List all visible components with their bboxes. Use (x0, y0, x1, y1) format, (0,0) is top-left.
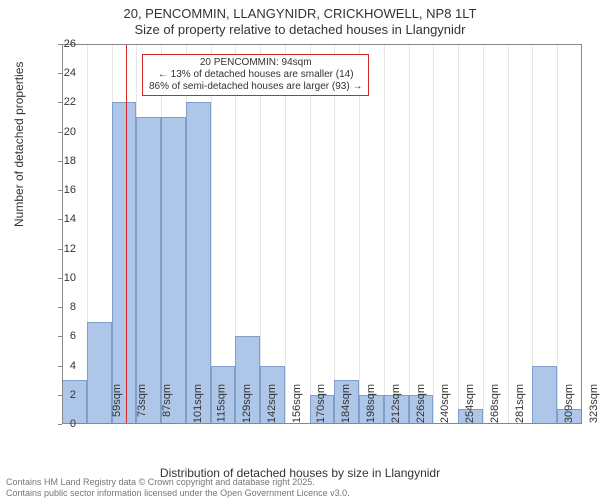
gridline (359, 44, 360, 424)
y-tick-label: 12 (46, 243, 76, 255)
gridline (384, 44, 385, 424)
y-tick-label: 18 (46, 155, 76, 167)
x-tick-label: 323sqm (588, 384, 600, 423)
y-tick-label: 6 (46, 330, 76, 342)
histogram-bar (532, 366, 557, 424)
x-tick-label: 73sqm (136, 384, 148, 417)
y-tick-label: 16 (46, 184, 76, 196)
annotation-line3: 86% of semi-detached houses are larger (… (149, 81, 362, 93)
x-tick-label: 212sqm (390, 384, 402, 423)
x-tick-label: 142sqm (266, 384, 278, 423)
footer-attribution: Contains HM Land Registry data © Crown c… (6, 477, 350, 498)
x-tick-label: 59sqm (111, 384, 123, 417)
x-tick-label: 268sqm (489, 384, 501, 423)
annotation-line1: 20 PENCOMMIN: 94sqm (149, 57, 362, 69)
x-tick-label: 115sqm (216, 384, 228, 422)
x-tick-label: 101sqm (192, 384, 204, 423)
gridline (458, 44, 459, 424)
gridline (508, 44, 509, 424)
y-tick-label: 26 (46, 38, 76, 50)
gridline (285, 44, 286, 424)
footer-line2: Contains public sector information licen… (6, 488, 350, 498)
annotation-line2: ← 13% of detached houses are smaller (14… (149, 69, 362, 81)
gridline (483, 44, 484, 424)
x-tick-label: 184sqm (340, 384, 352, 423)
x-tick-label: 254sqm (464, 384, 476, 423)
y-tick-label: 22 (46, 96, 76, 108)
footer-line1: Contains HM Land Registry data © Crown c… (6, 477, 350, 487)
y-axis-label: Number of detached properties (12, 62, 26, 227)
y-tick-label: 10 (46, 272, 76, 284)
y-tick-label: 0 (46, 418, 76, 430)
gridline (557, 44, 558, 424)
histogram-bar (161, 117, 186, 424)
gridline (433, 44, 434, 424)
chart-plot-area: 20 PENCOMMIN: 94sqm← 13% of detached hou… (62, 44, 582, 424)
y-tick-label: 14 (46, 213, 76, 225)
gridline (409, 44, 410, 424)
annotation-box: 20 PENCOMMIN: 94sqm← 13% of detached hou… (142, 54, 369, 96)
x-tick-label: 129sqm (241, 384, 253, 423)
y-tick-label: 24 (46, 67, 76, 79)
x-tick-label: 156sqm (291, 384, 303, 423)
gridline (334, 44, 335, 424)
y-tick-label: 4 (46, 360, 76, 372)
y-tick-label: 2 (46, 389, 76, 401)
histogram-bar (87, 322, 112, 424)
x-tick-label: 170sqm (316, 384, 328, 423)
chart-title-line2: Size of property relative to detached ho… (0, 22, 600, 38)
marker-line (126, 44, 127, 424)
histogram-bar (186, 102, 211, 424)
x-tick-label: 198sqm (365, 384, 377, 423)
histogram-bar (112, 102, 137, 424)
y-tick-label: 20 (46, 126, 76, 138)
gridline (310, 44, 311, 424)
y-tick-label: 8 (46, 301, 76, 313)
x-tick-label: 240sqm (439, 384, 451, 423)
x-tick-label: 226sqm (415, 384, 427, 423)
chart-title-line1: 20, PENCOMMIN, LLANGYNIDR, CRICKHOWELL, … (0, 6, 600, 22)
x-tick-label: 87sqm (161, 384, 173, 417)
histogram-bar (136, 117, 161, 424)
x-tick-label: 309sqm (563, 384, 575, 423)
x-tick-label: 281sqm (514, 384, 526, 423)
